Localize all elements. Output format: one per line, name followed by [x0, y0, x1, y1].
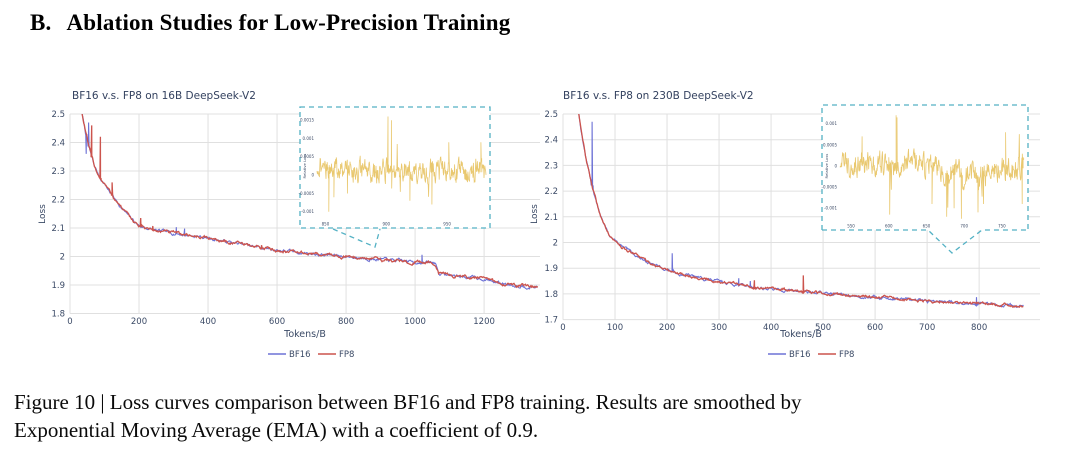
fp8-loss-line	[81, 114, 539, 289]
y-tick-label: 2.3	[544, 161, 558, 171]
y-tick-label: 1.9	[51, 281, 65, 291]
inset-connector	[822, 229, 1028, 254]
legend-label-fp8: FP8	[839, 350, 854, 360]
section-label: B.	[30, 10, 52, 35]
inset-y-tick-label: 0.0015	[300, 118, 314, 123]
x-axis-label: Tokens/B	[779, 329, 822, 340]
inset-x-tick-label: 750	[998, 224, 1006, 229]
x-tick-label: 400	[200, 317, 216, 327]
y-axis-label: Loss	[38, 204, 48, 224]
inset-y-tick-label: -0.001	[824, 206, 837, 211]
legend-label-bf16: BF16	[289, 350, 311, 360]
inset-y-tick-label: 0.0005	[300, 154, 314, 159]
x-tick-label: 1200	[473, 317, 495, 327]
x-tick-label: 400	[763, 323, 779, 333]
chart-title: BF16 v.s. FP8 on 16B DeepSeek-V2	[72, 90, 256, 102]
figure-caption: Figure 10 | Loss curves comparison betwe…	[14, 388, 802, 444]
x-tick-label: 200	[659, 323, 675, 333]
y-tick-label: 2.1	[51, 224, 65, 234]
inset-x-tick-label: 600	[885, 224, 893, 229]
inset-y-axis-label: Relative Loss	[824, 154, 829, 179]
inset-y-tick-label: 0.001	[303, 136, 315, 141]
y-tick-label: 2	[553, 239, 558, 249]
inset-y-tick-label: 0.0005	[823, 142, 837, 147]
inset-x-tick-label: 550	[847, 224, 855, 229]
bf16-loss-line	[578, 114, 1024, 309]
y-tick-label: 2.4	[51, 139, 65, 149]
inset-x-tick-label: 850	[322, 222, 330, 227]
x-tick-label: 500	[815, 323, 831, 333]
x-tick-label: 800	[338, 317, 354, 327]
x-tick-label: 600	[269, 317, 285, 327]
relative-loss-line	[316, 116, 487, 212]
figure-caption-line2: Exponential Moving Average (EMA) with a …	[14, 418, 539, 442]
y-axis-label: Loss	[530, 204, 540, 224]
inset-y-tick-label: -0.0005	[822, 185, 838, 190]
x-tick-label: 100	[607, 323, 623, 333]
x-tick-label: 300	[711, 323, 727, 333]
inset-y-tick-label: 0.001	[826, 121, 838, 126]
x-tick-label: 800	[971, 323, 987, 333]
inset-x-tick-label: 700	[960, 224, 968, 229]
y-tick-label: 2.3	[51, 167, 65, 177]
inset-border	[299, 106, 491, 229]
chart-title: BF16 v.s. FP8 on 230B DeepSeek-V2	[563, 90, 754, 102]
y-tick-label: 1.9	[544, 264, 558, 274]
y-tick-label: 1.8	[51, 310, 65, 320]
y-tick-label: 2.2	[51, 196, 65, 206]
figure-caption-line1: Figure 10 | Loss curves comparison betwe…	[14, 390, 802, 414]
y-tick-label: 2.5	[51, 110, 65, 120]
relative-loss-line	[839, 115, 1025, 219]
y-tick-label: 1.8	[544, 290, 558, 300]
x-tick-label: 200	[131, 317, 147, 327]
legend-label-bf16: BF16	[789, 350, 811, 360]
y-tick-label: 2.5	[544, 110, 558, 120]
inset-x-tick-label: 650	[923, 224, 931, 229]
x-tick-label: 0	[67, 317, 72, 327]
legend-label-fp8: FP8	[339, 350, 354, 360]
inset-y-axis-label: Relative Loss	[302, 154, 307, 179]
y-tick-label: 1.7	[544, 316, 558, 326]
x-tick-label: 700	[919, 323, 935, 333]
chart-left-16b: 1.8 1.9 2 2.1 2.2 2.3 2.4 2.5 0 200 400 600 800 1000 1…	[38, 90, 540, 360]
inset-y-tick-label: 0	[311, 173, 314, 178]
x-tick-label: 0	[560, 323, 565, 333]
y-tick-label: 2	[60, 253, 65, 263]
figure-10-loss-charts: 1.81.922.12.22.32.42.50 200 400 600 800 1000 1…	[38, 90, 1040, 360]
y-tick-label: 2.1	[544, 213, 558, 223]
y-tick-label: 2.2	[544, 187, 558, 197]
x-tick-label: 600	[867, 323, 883, 333]
fp8-loss-line	[578, 114, 1024, 309]
inset-y-tick-label: 0	[834, 163, 837, 168]
inset-x-tick-label: 950	[443, 222, 451, 227]
inset-border	[821, 104, 1029, 230]
zoom-inset: 0.001 0.0005 0 -0.0005 -0.001 550 600 650 700 750…	[821, 104, 1029, 254]
y-tick-label: 2.4	[544, 136, 558, 146]
inset-connector	[332, 228, 381, 248]
inset-y-tick-label: -0.001	[301, 209, 314, 214]
inset-x-tick-label: 900	[382, 222, 390, 227]
inset-y-tick-label: -0.0005	[299, 191, 315, 196]
x-tick-label: 1000	[404, 317, 426, 327]
x-axis-label: Tokens/B	[283, 329, 326, 340]
section-heading: B. Ablation Studies for Low-Precision Tra…	[30, 10, 510, 36]
chart-right-230b: 1.7 1.8 1.9 2 2.1 2.2 2.3 2.4 2.5 0 100 200 300 400 50…	[530, 90, 1040, 360]
zoom-inset: 0.0015 0.001 0.0005 0 -0.0005 -0.001 850 900 950…	[299, 106, 491, 248]
section-title: Ablation Studies for Low-Precision Train…	[66, 10, 511, 35]
